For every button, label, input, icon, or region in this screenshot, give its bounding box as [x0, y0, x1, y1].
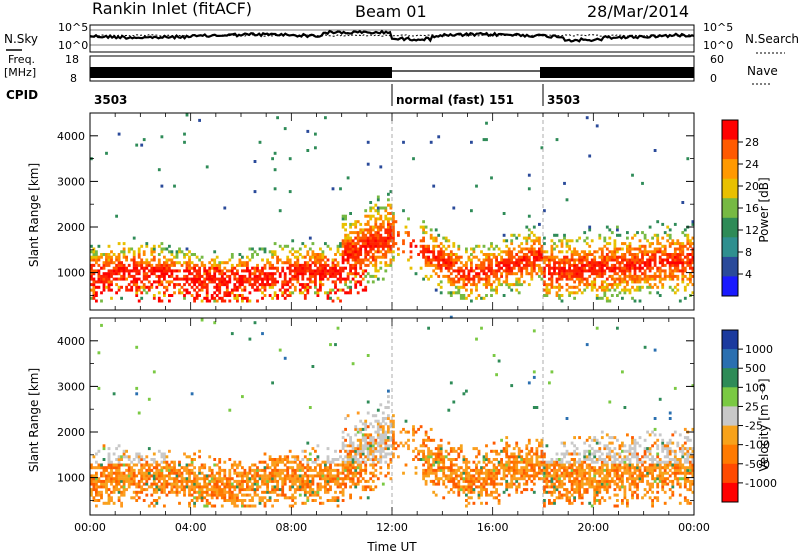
nave-tick-top: 60 [710, 53, 724, 66]
x-tick-label: 12:00 [376, 521, 408, 534]
colorbar-swatch [722, 406, 738, 426]
x-tick-label: 08:00 [275, 521, 307, 534]
colorbar-swatch [722, 256, 738, 277]
y-tick-label: 3000 [57, 175, 85, 188]
nave-tick-bottom: 0 [710, 72, 717, 85]
cpid-label: CPID [6, 88, 38, 102]
colorbar-tick-label: -1000 [745, 477, 777, 490]
colorbar-tick-label: 500 [745, 362, 766, 375]
velocity-colorbar-label: Velocity [m s⁻¹] [757, 378, 771, 471]
colorbar-tick-label: -25 [745, 420, 763, 433]
cpid-segment-label: 3503 [94, 93, 127, 107]
colorbar-swatch [722, 330, 738, 350]
colorbar-tick-label: -100 [745, 439, 770, 452]
nsky-trace [90, 29, 695, 43]
nave-label: Nave [747, 64, 778, 78]
colorbar-tick-label: 8 [745, 246, 752, 259]
colorbar-tick-label: 28 [745, 136, 759, 149]
nsky-tick-top: 10^5 [58, 21, 88, 34]
colorbar-tick-label: 12 [745, 224, 759, 237]
power-ylabel: Slant Range [km] [27, 163, 41, 267]
date-title: 28/Mar/2014 [587, 2, 689, 21]
nsearch-trace [89, 34, 695, 37]
y-tick-label: 3000 [57, 380, 85, 393]
y-tick-label: 4000 [57, 130, 85, 143]
colorbar-tick-label: 25 [745, 400, 759, 413]
colorbar-swatch [722, 387, 738, 407]
freq-label-line1: Freq. [8, 53, 35, 66]
x-tick-label: 00:00 [678, 521, 710, 534]
x-tick-label: 00:00 [74, 521, 106, 534]
velocity-colorbar: 1000 500 100 25 -25 -100 -500 -1000 [721, 329, 777, 503]
y-tick-label: 1000 [57, 267, 85, 280]
colorbar-tick-label: 16 [745, 202, 759, 215]
velocity-ylabel: Slant Range [km] [27, 368, 41, 472]
colorbar-swatch [722, 349, 738, 369]
colorbar-swatch [722, 425, 738, 446]
y-tick-label: 2000 [57, 221, 85, 234]
colorbar-swatch [722, 276, 738, 297]
y-tick-label: 1000 [57, 472, 85, 485]
colorbar-tick-label: -500 [745, 458, 770, 471]
x-tick-label: 04:00 [175, 521, 207, 534]
cpid-segment-label: 3503 [547, 93, 580, 107]
colorbar-swatch [722, 463, 738, 484]
colorbar-swatch [722, 237, 738, 258]
colorbar-tick-label: 24 [745, 158, 759, 171]
colorbar-swatch [722, 120, 738, 140]
colorbar-swatch [722, 444, 738, 465]
freq-tick-top: 18 [65, 53, 79, 66]
power-heatmap: 1000 2000 3000 4000 [57, 112, 695, 311]
freq-band-segment [90, 67, 392, 78]
nsearch-tick-bottom: 10^0 [703, 39, 733, 52]
velocity-heatmap: 1000 2000 3000 4000 00:00 04:00 08:00 12:00 16:0… [57, 315, 710, 534]
nsearch-label: N.Search [745, 32, 799, 46]
power-colorbar: 28 24 20 16 12 8 4 [721, 119, 759, 297]
freq-panel [89, 55, 695, 82]
freq-band-segment [540, 67, 694, 78]
colorbar-swatch [722, 198, 738, 219]
x-tick-label: 16:00 [477, 521, 509, 534]
colorbar-tick-label: 1000 [745, 343, 773, 356]
power-colorbar-label: Power [dB] [757, 177, 771, 242]
colorbar-swatch [722, 139, 738, 160]
y-tick-label: 2000 [57, 426, 85, 439]
x-tick-label: 20:00 [577, 521, 609, 534]
colorbar-swatch [722, 482, 738, 503]
colorbar-tick-label: 4 [745, 268, 752, 281]
colorbar-swatch [722, 368, 738, 388]
cpid-segment-label: normal (fast) 151 [396, 93, 514, 107]
colorbar-tick-label: 100 [745, 381, 766, 394]
time-xlabel: Time UT [366, 540, 417, 554]
beam-title: Beam 01 [355, 2, 427, 21]
colorbar-tick-label: 20 [745, 180, 759, 193]
cpid-row: 3503 normal (fast) 151 3503 [94, 84, 580, 107]
nsearch-tick-top: 10^5 [703, 21, 733, 34]
freq-label-line2: [MHz] [4, 66, 36, 79]
colorbar-swatch [722, 159, 738, 180]
nsky-panel [89, 24, 695, 53]
colorbar-swatch [722, 178, 738, 199]
nsky-tick-bottom: 10^0 [58, 39, 88, 52]
station-title: Rankin Inlet (fitACF) [92, 0, 252, 18]
colorbar-swatch [722, 217, 738, 238]
nsky-label: N.Sky [4, 32, 38, 46]
y-tick-label: 4000 [57, 335, 85, 348]
freq-tick-bottom: 8 [70, 72, 77, 85]
